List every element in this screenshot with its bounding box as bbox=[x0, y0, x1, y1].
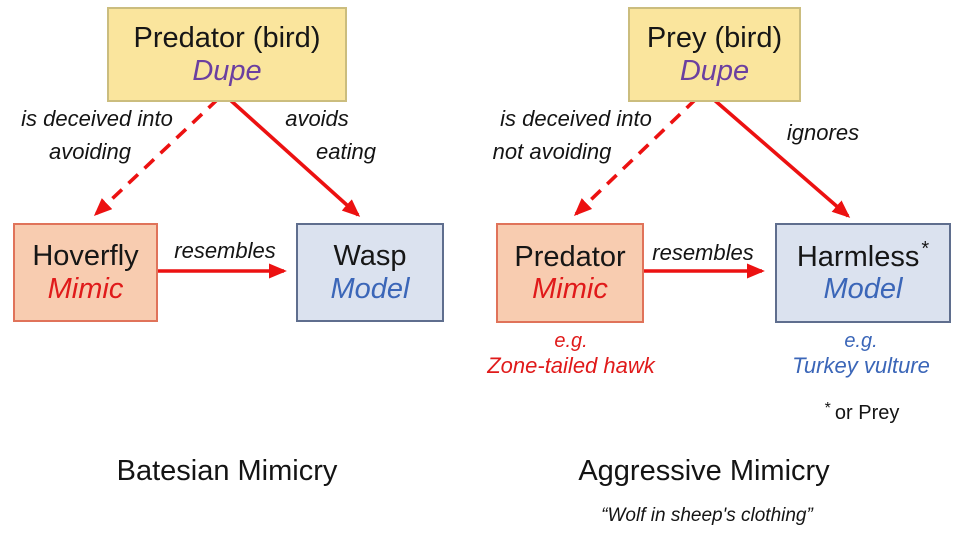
right-resembles-label: resembles bbox=[652, 240, 754, 265]
left-model-role: Model bbox=[330, 272, 410, 305]
right-caption: Aggressive Mimicry bbox=[578, 455, 830, 487]
asterisk-footnote-star: * bbox=[824, 400, 831, 417]
right-model-title-text: Harmless bbox=[796, 240, 920, 273]
left-dupe-role: Dupe bbox=[192, 54, 262, 87]
right-mimic-title: Predator bbox=[514, 240, 626, 273]
right-model-box: Harmless * Model bbox=[775, 223, 951, 323]
left-solid-edge-label-line2: eating bbox=[316, 139, 376, 164]
right-model-example-name: Turkey vulture bbox=[792, 353, 930, 378]
left-dashed-edge-label-line2: avoiding bbox=[49, 139, 131, 164]
left-model-box: Wasp Model bbox=[296, 223, 444, 322]
left-dashed-deceived-arrow bbox=[93, 97, 220, 216]
left-mimic-title: Hoverfly bbox=[32, 240, 139, 273]
asterisk-footnote-text: or Prey bbox=[834, 402, 900, 424]
right-mimic-example-eg: e.g. bbox=[554, 330, 588, 352]
right-solid-ignores-arrow bbox=[710, 96, 851, 218]
right-dupe-title: Prey (bird) bbox=[646, 22, 783, 55]
right-model-role: Model bbox=[823, 273, 903, 305]
right-dashed-edge-label-line2: not avoiding bbox=[492, 139, 612, 164]
right-dashed-edge-label-line1: is deceived into bbox=[500, 106, 652, 131]
right-dashed-deceived-arrow bbox=[573, 97, 698, 216]
right-mimic-role: Mimic bbox=[532, 273, 608, 305]
left-solid-edge-label-line1: avoids bbox=[285, 106, 349, 131]
right-mimic-example-name: Zone-tailed hawk bbox=[487, 353, 655, 378]
right-dupe-role: Dupe bbox=[679, 54, 750, 87]
right-solid-edge-label: ignores bbox=[786, 120, 860, 145]
right-model-title: Harmless * bbox=[796, 237, 930, 273]
left-dashed-edge-label-line1: is deceived into bbox=[21, 106, 173, 131]
right-subtitle: “Wolf in sheep's clothing” bbox=[601, 505, 813, 526]
left-mimic-role: Mimic bbox=[47, 272, 124, 305]
right-model-asterisk: * bbox=[921, 237, 930, 260]
right-mimic-box: Predator Mimic bbox=[496, 223, 644, 323]
asterisk-footnote: * or Prey bbox=[825, 400, 900, 425]
left-caption: Batesian Mimicry bbox=[116, 455, 338, 487]
right-mimic-example: e.g. Zone-tailed hawk bbox=[487, 330, 655, 379]
left-dupe-box: Predator (bird) Dupe bbox=[107, 7, 347, 102]
left-dupe-title: Predator (bird) bbox=[133, 22, 321, 55]
left-solid-avoids-arrow bbox=[226, 96, 361, 217]
right-dupe-box: Prey (bird) Dupe bbox=[628, 7, 801, 102]
right-model-example-eg: e.g. bbox=[844, 330, 878, 352]
left-model-title: Wasp bbox=[333, 240, 407, 273]
right-model-example: e.g. Turkey vulture bbox=[792, 330, 930, 379]
left-resembles-label: resembles bbox=[174, 238, 276, 263]
left-mimic-box: Hoverfly Mimic bbox=[13, 223, 158, 322]
